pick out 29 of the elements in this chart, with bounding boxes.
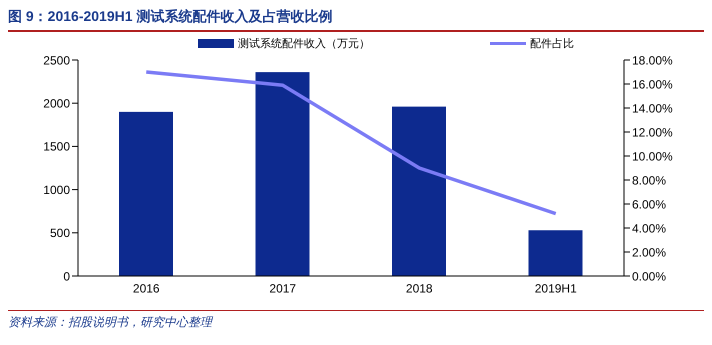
y2-tick-label: 10.00% xyxy=(632,149,674,164)
y-tick-label: 0 xyxy=(63,269,70,284)
y2-tick-label: 18.00% xyxy=(632,53,674,68)
y-tick-label: 2000 xyxy=(43,96,70,110)
y-tick-label: 1000 xyxy=(43,182,70,197)
y2-tick-label: 14.00% xyxy=(632,101,674,116)
bar xyxy=(256,72,310,276)
y2-tick-label: 16.00% xyxy=(632,77,674,92)
chart-title: 图 9：2016-2019H1 测试系统配件收入及占营收比例 xyxy=(8,8,704,32)
y-tick-label: 2500 xyxy=(43,53,70,68)
y2-tick-label: 4.00% xyxy=(632,221,666,236)
x-tick-label: 2016 xyxy=(132,282,160,296)
bar xyxy=(528,230,582,276)
y2-tick-label: 0.00% xyxy=(632,269,666,284)
bar xyxy=(392,106,446,276)
x-tick-label: 2019H1 xyxy=(534,282,578,296)
y2-tick-label: 2.00% xyxy=(632,245,666,260)
x-tick-label: 2017 xyxy=(269,282,296,296)
y2-tick-label: 12.00% xyxy=(632,125,674,140)
bar xyxy=(119,112,173,276)
y2-tick-label: 6.00% xyxy=(632,197,666,212)
y-tick-label: 1500 xyxy=(43,140,70,154)
legend-label: 测试系统配件收入（万元） xyxy=(238,36,370,50)
y-tick-label: 500 xyxy=(50,226,70,240)
legend-label: 配件占比 xyxy=(530,36,574,50)
y2-tick-label: 8.00% xyxy=(632,173,666,188)
x-tick-label: 2018 xyxy=(406,282,433,296)
line-series xyxy=(144,70,558,216)
text: 资料来源：招股说明书，研究中心整理 xyxy=(8,314,214,331)
